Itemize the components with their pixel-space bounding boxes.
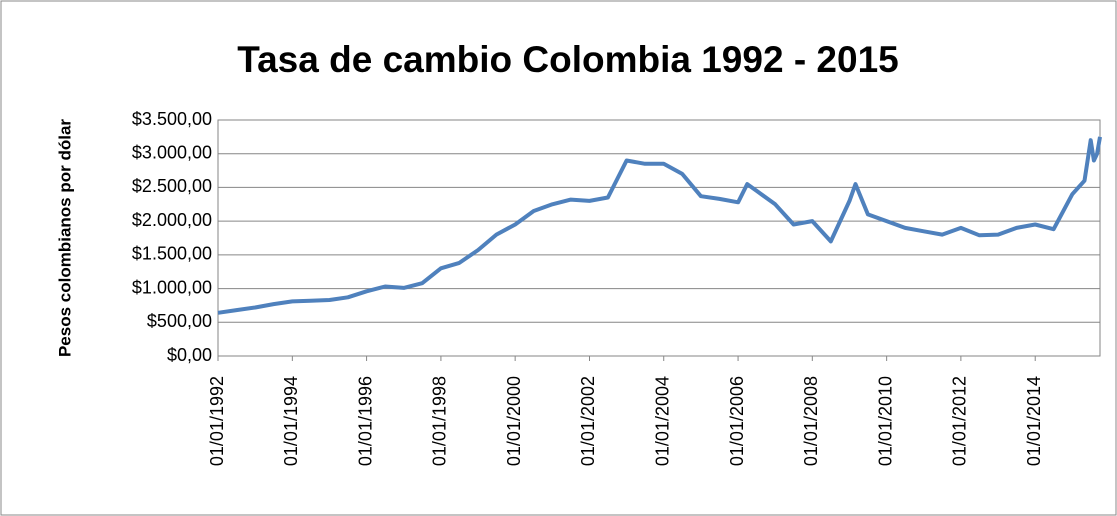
x-tick-label: 01/01/2002: [578, 376, 598, 466]
x-tick-label: 01/01/1996: [355, 376, 375, 466]
y-tick-label: $3.500,00: [132, 109, 212, 129]
x-tick-label: 01/01/1998: [430, 376, 450, 466]
plot-area: [217, 119, 1101, 357]
x-tick-label: 01/01/2000: [504, 376, 524, 466]
x-tick-label: 01/01/2012: [950, 376, 970, 466]
y-tick-label: $0,00: [167, 345, 212, 365]
x-tick-label: 01/01/1994: [281, 376, 301, 466]
x-tick-label: 01/01/2010: [875, 376, 895, 466]
y-axis-label: Pesos colombianos por dólar: [55, 119, 74, 357]
x-tick-label: 01/01/2004: [652, 376, 672, 466]
x-tick-label: 01/01/2008: [801, 376, 821, 466]
y-tick-label: $1.000,00: [132, 277, 212, 297]
line-series: [217, 136, 1102, 315]
chart-title: Tasa de cambio Colombia 1992 - 2015: [237, 39, 898, 80]
y-tick-label: $500,00: [147, 311, 212, 331]
y-tick-label: $1.500,00: [132, 244, 212, 264]
y-tick-label: $2.000,00: [132, 210, 212, 230]
x-tick-label: 01/01/2014: [1024, 376, 1044, 466]
y-tick-label: $2.500,00: [132, 176, 212, 196]
y-tick-label: $3.000,00: [132, 142, 212, 162]
x-tick-label: 01/01/1992: [207, 376, 227, 466]
x-tick-label: 01/01/2006: [727, 376, 747, 466]
